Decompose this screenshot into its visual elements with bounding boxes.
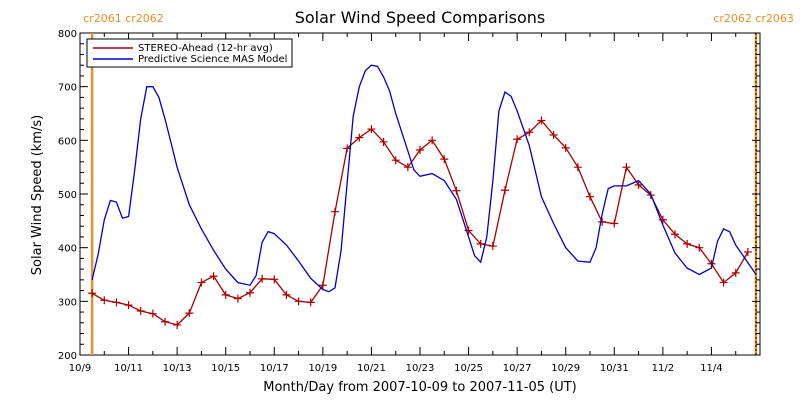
y-tick-label: 500 xyxy=(58,190,77,201)
x-tick-label: 11/2 xyxy=(652,363,674,374)
stereo-data-point xyxy=(367,125,376,134)
stereo-data-point xyxy=(294,297,303,306)
stereo-data-point xyxy=(318,281,327,290)
stereo-data-point xyxy=(513,135,522,144)
chart-title: Solar Wind Speed Comparisons xyxy=(295,8,546,27)
stereo-data-point xyxy=(185,309,194,318)
legend: STEREO-Ahead (12-hr avg) Predictive Scie… xyxy=(86,38,293,68)
stereo-data-point xyxy=(258,274,267,283)
y-tick-label: 700 xyxy=(58,83,77,94)
stereo-data-point xyxy=(610,219,619,228)
stereo-data-point xyxy=(428,136,437,145)
stereo-data-point xyxy=(634,180,643,189)
x-tick-label: 10/27 xyxy=(503,363,532,374)
y-axis-label: Solar Wind Speed (km/s) xyxy=(30,115,45,275)
series-group xyxy=(88,64,757,329)
mas-series-line xyxy=(91,64,757,293)
stereo-data-point xyxy=(440,155,449,164)
y-tick-label: 200 xyxy=(58,351,77,362)
stereo-data-point xyxy=(209,272,218,281)
x-tick-label: 10/23 xyxy=(406,363,435,374)
stereo-data-point xyxy=(537,116,546,125)
stereo-data-point xyxy=(221,290,230,299)
stereo-data-point xyxy=(379,137,388,146)
stereo-data-point xyxy=(306,298,315,307)
y-tick-label: 800 xyxy=(58,29,77,40)
y-tick-label: 300 xyxy=(58,297,77,308)
x-axis-label: Month/Day from 2007-10-09 to 2007-11-05 … xyxy=(263,380,576,395)
stereo-data-point xyxy=(719,278,728,287)
stereo-data-point xyxy=(549,130,558,139)
plot-frame xyxy=(79,32,761,356)
stereo-data-point xyxy=(173,320,182,329)
stereo-data-point xyxy=(683,239,692,248)
stereo-data-point xyxy=(331,207,339,216)
stereo-data-point xyxy=(136,306,145,315)
x-tick-label: 10/17 xyxy=(260,363,289,374)
x-tick-label: 10/15 xyxy=(211,363,240,374)
stereo-data-point xyxy=(416,145,424,154)
x-tick-label: 10/31 xyxy=(600,363,629,374)
axis-ticks: 200 300 400 500 600 700 800 10/9 10/11 10/13 10/15… xyxy=(58,29,761,374)
stereo-data-point xyxy=(452,186,461,195)
stereo-data-point xyxy=(88,289,97,298)
legend-box xyxy=(86,38,293,68)
carrington-label: cr2062 cr2063 xyxy=(713,12,794,25)
stereo-data-point xyxy=(561,143,570,152)
x-tick-label: 10/21 xyxy=(357,363,386,374)
x-tick-label: 10/11 xyxy=(114,363,143,374)
stereo-data-point xyxy=(622,163,631,172)
stereo-data-point xyxy=(161,317,169,326)
y-tick-label: 400 xyxy=(58,244,77,255)
legend-label-mas: Predictive Science MAS Model xyxy=(138,54,287,65)
stereo-data-point xyxy=(148,309,157,318)
stereo-data-point xyxy=(573,163,582,172)
stereo-data-point xyxy=(671,230,679,239)
stereo-data-point xyxy=(124,301,133,310)
stereo-data-point xyxy=(100,296,109,305)
stereo-data-point xyxy=(391,156,400,165)
x-tick-label: 10/9 xyxy=(69,363,91,374)
x-tick-label: 10/29 xyxy=(551,363,580,374)
carrington-label: cr2061 cr2062 xyxy=(83,12,164,25)
stereo-data-point xyxy=(598,217,607,226)
stereo-data-point xyxy=(355,133,364,142)
stereo-data-point xyxy=(695,243,704,252)
stereo-data-point xyxy=(197,278,206,287)
x-tick-label: 11/4 xyxy=(700,363,722,374)
stereo-data-point xyxy=(282,290,291,299)
x-tick-label: 10/13 xyxy=(163,363,192,374)
stereo-data-point xyxy=(476,239,485,248)
stereo-data-point xyxy=(403,163,412,172)
x-tick-label: 10/25 xyxy=(454,363,483,374)
x-tick-label: 10/19 xyxy=(308,363,337,374)
stereo-data-point xyxy=(270,275,279,284)
stereo-data-point xyxy=(233,294,242,303)
stereo-data-point xyxy=(112,298,121,307)
stereo-data-point xyxy=(743,247,752,256)
stereo-data-point xyxy=(488,242,497,251)
stereo-data-point xyxy=(586,192,594,201)
stereo-data-point xyxy=(246,288,254,297)
legend-label-stereo: STEREO-Ahead (12-hr avg) xyxy=(138,43,273,54)
y-tick-label: 600 xyxy=(58,136,77,147)
stereo-data-point xyxy=(525,128,534,137)
stereo-data-point xyxy=(731,268,740,277)
stereo-data-point xyxy=(501,186,509,195)
